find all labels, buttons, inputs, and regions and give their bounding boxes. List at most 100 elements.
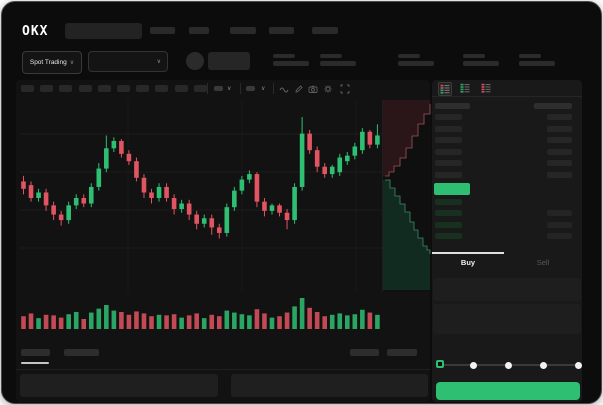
- chevron-down-icon: ∨: [156, 58, 161, 65]
- tab-buy[interactable]: Buy: [460, 258, 476, 267]
- orderbook-ask-row[interactable]: [435, 160, 462, 166]
- fullscreen-icon[interactable]: [340, 84, 350, 94]
- orderbook-ask-row[interactable]: [547, 126, 572, 132]
- nav-item-skeleton[interactable]: [189, 27, 209, 34]
- tab-sell[interactable]: Sell: [536, 258, 550, 267]
- bottom-tab-skeleton[interactable]: [21, 349, 50, 356]
- timeframe-button-skeleton[interactable]: [174, 85, 188, 92]
- orderbook-bid-row[interactable]: [435, 233, 462, 239]
- orderbook-bid-row[interactable]: [435, 199, 462, 205]
- chevron-down-icon[interactable]: ∨: [261, 86, 266, 92]
- candle-body: [51, 205, 56, 215]
- orderbook-ask-row[interactable]: [435, 126, 462, 132]
- camera-icon[interactable]: [308, 84, 318, 94]
- orderbook-header-skeleton[interactable]: [534, 103, 572, 109]
- timeframe-button-skeleton[interactable]: [117, 85, 130, 92]
- orderbook-ask-row[interactable]: [435, 114, 462, 120]
- orderbook-ask-row[interactable]: [435, 149, 462, 155]
- avatar[interactable]: [186, 52, 204, 70]
- volume-bar: [134, 311, 139, 329]
- bottom-action-skeleton[interactable]: [350, 349, 379, 356]
- orderbook-bid-row[interactable]: [435, 210, 462, 216]
- volume-bar: [216, 316, 222, 329]
- nav-item-skeleton[interactable]: [150, 27, 175, 34]
- slider-step-dot[interactable]: [505, 362, 512, 369]
- book-bids-icon[interactable]: [459, 82, 471, 94]
- chevron-down-icon[interactable]: ∨: [227, 86, 232, 92]
- pair-selector-dropdown[interactable]: ∨: [88, 51, 168, 72]
- volume-bar: [254, 309, 260, 329]
- book-asks-icon[interactable]: [480, 82, 492, 94]
- timeframe-button-skeleton[interactable]: [59, 85, 73, 92]
- orderbook-ask-row[interactable]: [435, 137, 462, 143]
- orderbook-ask-row[interactable]: [547, 149, 572, 155]
- percent-slider-handle[interactable]: [436, 360, 444, 368]
- okx-logo[interactable]: OKX: [22, 24, 49, 39]
- header-action-button-skeleton[interactable]: [208, 52, 250, 70]
- bottom-tab-skeleton[interactable]: [64, 349, 99, 356]
- nav-item-skeleton[interactable]: [230, 27, 256, 34]
- candle-body: [292, 186, 297, 221]
- slider-step-dot[interactable]: [575, 362, 582, 369]
- candle-body: [284, 212, 290, 221]
- slider-step-dot[interactable]: [470, 362, 477, 369]
- buy-tab-underline: [432, 252, 504, 254]
- orderbook-header-skeleton[interactable]: [435, 103, 470, 109]
- toolbar-divider: [207, 83, 208, 94]
- timeframe-button-skeleton[interactable]: [40, 85, 54, 92]
- orderbook-bid-row[interactable]: [547, 210, 572, 216]
- volume-bar: [262, 313, 267, 329]
- volume-bar: [344, 315, 350, 329]
- settings-gear-icon[interactable]: [323, 84, 333, 94]
- timeframe-button-skeleton[interactable]: [136, 85, 150, 92]
- ticker-stat-value-skeleton: [398, 61, 434, 66]
- timeframe-button-skeleton[interactable]: [193, 85, 207, 92]
- candle-body: [262, 201, 267, 211]
- indicator-label-skeleton[interactable]: [246, 86, 255, 91]
- orderbook-ask-row[interactable]: [547, 137, 572, 143]
- slider-step-dot[interactable]: [540, 362, 547, 369]
- bottom-action-skeleton[interactable]: [387, 349, 417, 356]
- orderbook-ask-row[interactable]: [547, 114, 572, 120]
- depth-asks-line: [385, 104, 431, 177]
- last-price-badge[interactable]: [434, 183, 470, 195]
- volume-bar: [284, 312, 290, 329]
- timeframe-button-skeleton[interactable]: [155, 85, 169, 92]
- candlestick-chart[interactable]: [20, 100, 382, 292]
- ma-label-skeleton[interactable]: [214, 86, 223, 91]
- volume-bar: [73, 312, 79, 329]
- line-type-wave-icon[interactable]: [279, 84, 289, 94]
- nav-item-skeleton[interactable]: [269, 27, 294, 34]
- volume-bar: [119, 312, 124, 329]
- price-field-skeleton[interactable]: [433, 278, 581, 301]
- volume-bar: [58, 317, 64, 329]
- nav-item-skeleton[interactable]: [312, 27, 338, 34]
- candle-body: [337, 157, 343, 173]
- timeframe-button-skeleton[interactable]: [21, 85, 34, 92]
- orderbook-ask-row[interactable]: [547, 172, 572, 178]
- panel-divider: [432, 96, 582, 97]
- search-input-skeleton[interactable]: [65, 23, 142, 39]
- buy-submit-button[interactable]: [436, 382, 580, 400]
- volume-bar: [299, 298, 305, 329]
- candle-body: [329, 166, 335, 175]
- orderbook-bid-row[interactable]: [547, 222, 572, 228]
- ticker-stat-label-skeleton: [519, 54, 541, 58]
- volume-bar: [239, 314, 245, 329]
- timeframe-button-skeleton[interactable]: [97, 85, 111, 92]
- amount-field-skeleton[interactable]: [433, 304, 581, 334]
- volume-chart[interactable]: [20, 296, 382, 330]
- candle-body: [307, 133, 312, 151]
- market-type-dropdown[interactable]: Spot Trading ∨: [22, 51, 82, 74]
- orderbook-ask-row[interactable]: [435, 172, 462, 178]
- timeframe-button-skeleton[interactable]: [78, 85, 92, 92]
- book-combined-icon[interactable]: [438, 82, 452, 96]
- volume-bar: [164, 315, 169, 329]
- orderbook-bid-row[interactable]: [435, 222, 462, 228]
- orderbook-ask-row[interactable]: [547, 160, 572, 166]
- draw-pencil-icon[interactable]: [294, 84, 304, 94]
- volume-bar: [171, 314, 177, 329]
- candle-body: [36, 192, 41, 198]
- orderbook-bid-row[interactable]: [547, 233, 572, 239]
